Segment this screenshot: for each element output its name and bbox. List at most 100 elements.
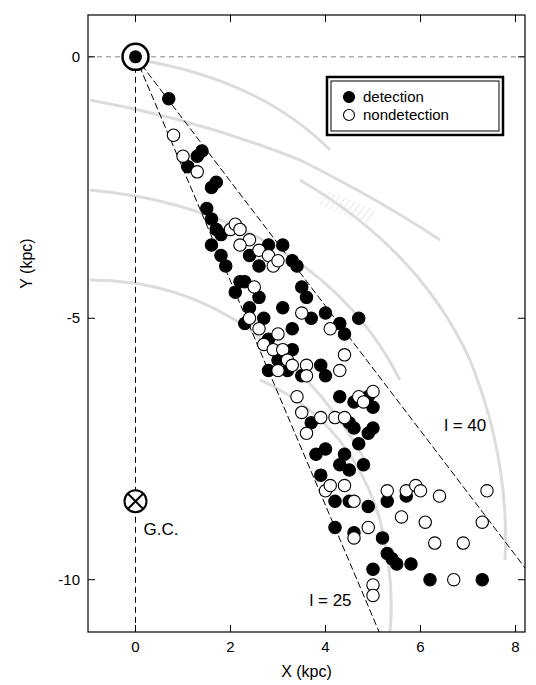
nondetection-point xyxy=(362,521,374,533)
background-arm xyxy=(140,60,330,150)
y-axis-title: Y (kpc) xyxy=(18,238,35,288)
legend: detectionnondetection xyxy=(327,77,503,135)
nondetection-point xyxy=(367,385,379,397)
detection-point xyxy=(220,260,232,272)
nondetection-point xyxy=(334,364,346,376)
longitude-label: l = 40 xyxy=(444,416,486,435)
sun-symbol-core xyxy=(129,50,142,63)
x-tick-label: 4 xyxy=(321,638,329,655)
x-axis-title: X (kpc) xyxy=(281,663,332,680)
detection-point xyxy=(319,443,331,455)
background xyxy=(90,60,506,632)
detection-point xyxy=(338,328,350,340)
nondetection-point xyxy=(448,574,460,586)
nondetection-point xyxy=(243,312,255,324)
nondetection-point xyxy=(338,411,350,423)
legend-label: nondetection xyxy=(363,106,449,123)
label-patch xyxy=(308,590,354,611)
ref-line xyxy=(88,56,525,57)
background-arm xyxy=(90,280,370,470)
detection-point xyxy=(476,574,488,586)
nondetection-point xyxy=(357,396,369,408)
nondetection-point xyxy=(338,349,350,361)
nondetection-point xyxy=(315,411,327,423)
detection-point xyxy=(277,239,289,251)
nondetection-point xyxy=(300,370,312,382)
y-tick xyxy=(518,318,525,319)
detection-point xyxy=(205,239,217,251)
background-arm xyxy=(260,380,391,632)
y-tick-label: 0 xyxy=(72,48,80,65)
gc-symbol xyxy=(125,490,147,512)
nondetection-point xyxy=(272,255,284,267)
nondetection-point xyxy=(348,532,360,544)
legend-marker xyxy=(344,110,355,121)
longitude-line xyxy=(136,57,526,632)
detection-point xyxy=(376,532,388,544)
nondetection-point xyxy=(338,479,350,491)
background-hatch xyxy=(365,210,375,223)
x-tick xyxy=(230,625,231,632)
detection-point xyxy=(391,558,403,570)
x-tick xyxy=(135,15,136,22)
x-tick-label: 0 xyxy=(131,638,139,655)
gc-cross xyxy=(128,494,143,509)
detection-point xyxy=(367,563,379,575)
nondetection-point xyxy=(291,391,303,403)
gc-label: G.C. xyxy=(144,520,179,539)
sun-symbol xyxy=(123,44,149,70)
detection-point xyxy=(277,302,289,314)
detection-point xyxy=(319,307,331,319)
x-tick xyxy=(515,625,516,632)
x-tick-label: 2 xyxy=(226,638,234,655)
nondetection-point xyxy=(324,479,336,491)
detection-point xyxy=(315,469,327,481)
detection-point xyxy=(329,521,341,533)
background-arm xyxy=(300,180,506,560)
legend-label: detection xyxy=(363,88,424,105)
detection-point xyxy=(334,391,346,403)
x-tick xyxy=(325,625,326,632)
nondetection-point xyxy=(481,485,493,497)
gc-cross xyxy=(128,494,143,509)
detection-point xyxy=(300,291,312,303)
nondetection-point xyxy=(296,406,308,418)
plot-area xyxy=(88,57,525,632)
y-tick xyxy=(88,579,95,580)
y-tick xyxy=(88,318,95,319)
x-tick-label: 8 xyxy=(511,638,519,655)
nondetection-point xyxy=(348,495,360,507)
x-tick xyxy=(420,625,421,632)
nondetection-point xyxy=(234,223,246,235)
nondetection-point xyxy=(234,239,246,251)
detection-point xyxy=(319,370,331,382)
longitude-line xyxy=(136,57,526,632)
longitude-label: l = 25 xyxy=(310,591,352,610)
detection-point xyxy=(338,448,350,460)
nondetection-point xyxy=(248,281,260,293)
detection-point xyxy=(253,260,265,272)
detection-point xyxy=(343,464,355,476)
detection-point xyxy=(163,92,175,104)
nondetection-point xyxy=(419,516,431,528)
detection-point xyxy=(210,176,222,188)
detection-point xyxy=(286,323,298,335)
nondetection-point xyxy=(395,511,407,523)
ref-line xyxy=(135,57,136,632)
detection-point xyxy=(381,547,393,559)
nondetection-point xyxy=(191,166,203,178)
nondetection-point xyxy=(429,537,441,549)
nondetection-point xyxy=(367,589,379,601)
chart: G.C.l = 25l = 40024680-5-10X (kpc)Y (kpc… xyxy=(0,0,536,685)
nondetection-point xyxy=(414,485,426,497)
nondetection-point xyxy=(457,537,469,549)
nondetection-point xyxy=(167,129,179,141)
detection-point xyxy=(229,286,241,298)
detection-point xyxy=(405,558,417,570)
detection-point xyxy=(362,500,374,512)
nondetection-point xyxy=(296,307,308,319)
x-tick xyxy=(515,15,516,22)
y-tick-label: -5 xyxy=(67,309,80,326)
nondetection-point xyxy=(324,323,336,335)
legend-frame xyxy=(327,77,503,135)
